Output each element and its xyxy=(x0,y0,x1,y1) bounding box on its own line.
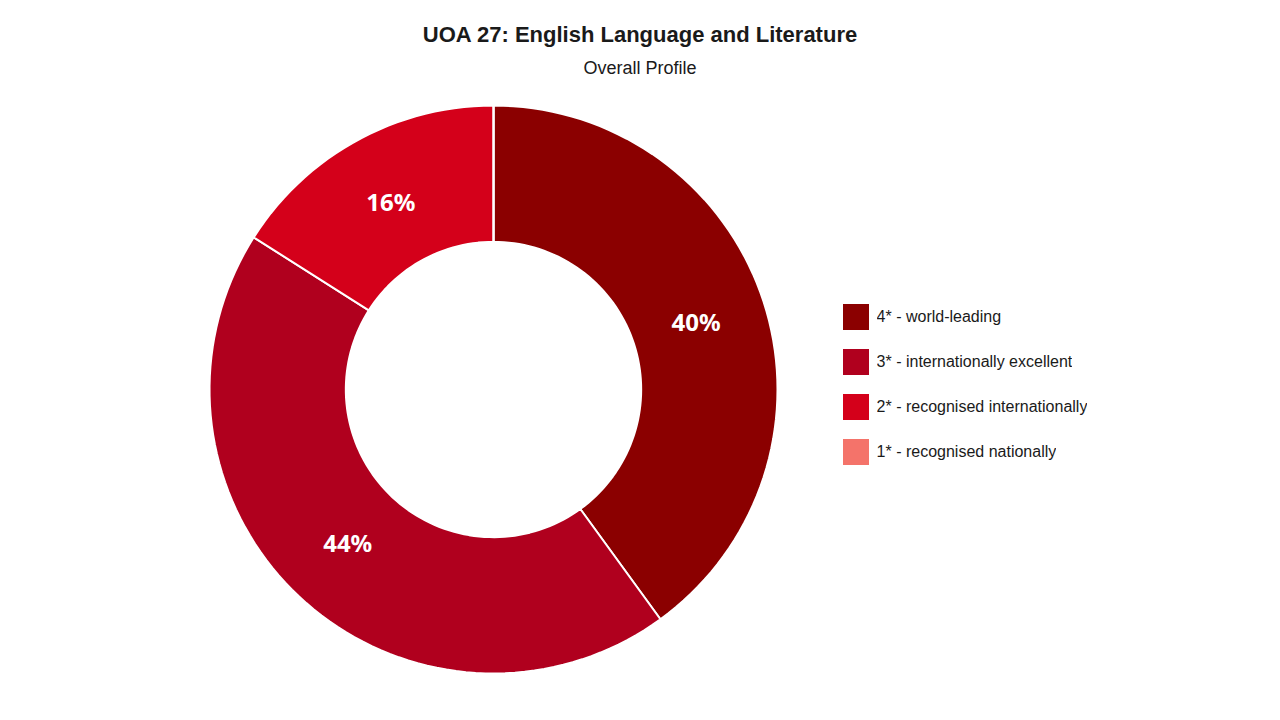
html-text:1* - recognised nationally: 1* - recognised nationally xyxy=(876,443,1057,460)
html-text:3* - internationally excellent: 3* - internationally excellent xyxy=(876,353,1073,370)
svg-text:16%: 16% xyxy=(366,185,415,218)
html-text:2* - recognised internationall: 2* - recognised internationally xyxy=(876,398,1088,415)
html-text:UOA 27: English Language and L: UOA 27: English Language and Literature xyxy=(422,22,858,47)
svg-text:44%: 44% xyxy=(323,526,372,559)
html-text:Overall Profile: Overall Profile xyxy=(583,58,697,78)
svg-text:40%: 40% xyxy=(671,305,720,338)
html-text:4* - world-leading: 4* - world-leading xyxy=(876,308,1002,325)
